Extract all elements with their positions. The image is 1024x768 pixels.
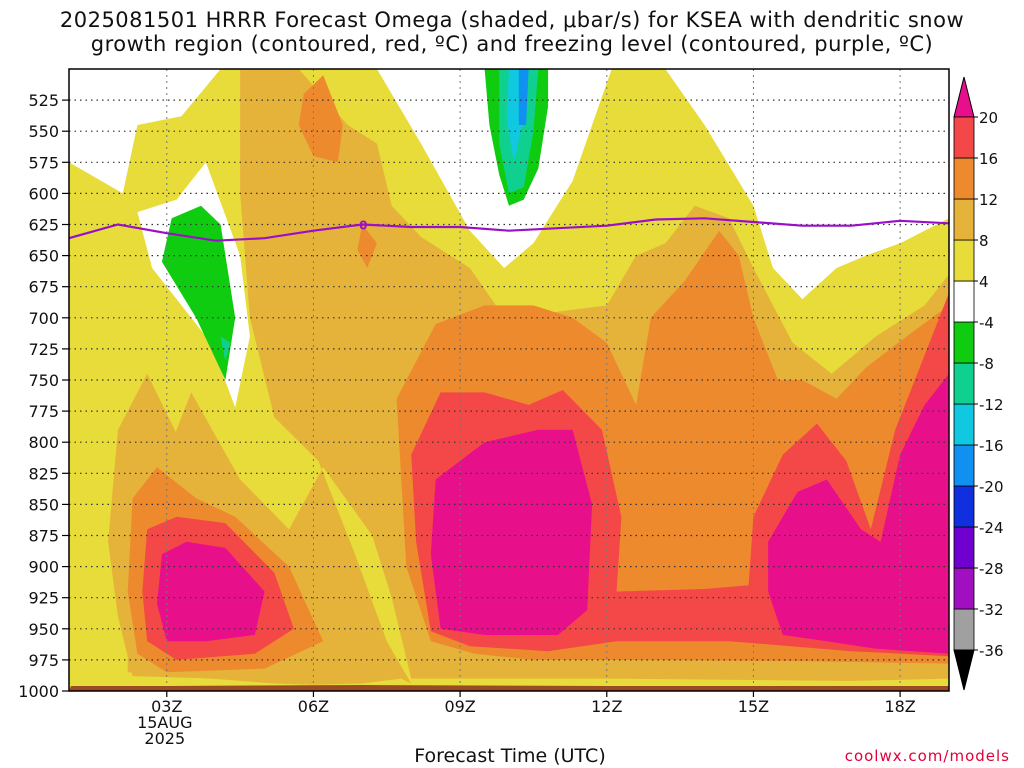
y-tick-label: 525 <box>28 91 59 110</box>
y-tick-label: 825 <box>28 464 59 483</box>
colorbar-tick-label: -36 <box>979 642 1004 660</box>
y-tick-label: 725 <box>28 340 59 359</box>
colorbar-tick-label: 12 <box>979 191 998 209</box>
y-tick-label: 925 <box>28 589 59 608</box>
grid-lines <box>69 69 949 691</box>
y-tick-label: 700 <box>28 309 59 328</box>
omega-region-5 <box>768 373 949 654</box>
x-tick-sublabel: 15AUG <box>137 713 192 732</box>
y-tick-label: 800 <box>28 433 59 452</box>
omega-region-13 <box>161 205 236 380</box>
chart-title: 2025081501 HRRR Forecast Omega (shaded, … <box>0 8 1024 56</box>
y-tick-label: 975 <box>28 651 59 670</box>
omega-region-4 <box>430 429 593 635</box>
colorbar-band <box>953 362 975 405</box>
credit-link[interactable]: coolwx.com/models <box>844 747 1010 765</box>
x-tick-sublabel: 2025 <box>144 729 185 748</box>
colorbar-band <box>953 485 975 528</box>
y-tick-label: 1000 <box>18 682 59 701</box>
terrain <box>69 685 949 691</box>
y-tick-label: 575 <box>28 153 59 172</box>
colorbar-tick-label: 20 <box>979 109 998 127</box>
colorbar: -36 -32 -28 -24 -20 -16 -12 -8 -4 4 8 12 16 20 <box>953 76 1004 691</box>
colorbar-band <box>953 157 975 200</box>
colorbar-tick-label: -32 <box>979 601 1004 619</box>
colorbar-band <box>953 403 975 446</box>
y-tick-label: 750 <box>28 371 59 390</box>
omega-region-11 <box>357 224 377 268</box>
y-tick-label: 650 <box>28 247 59 266</box>
colorbar-band <box>953 239 975 282</box>
x-tick-label: 12Z <box>591 697 622 716</box>
x-tick-label: 09Z <box>444 697 475 716</box>
y-tick-label: 850 <box>28 495 59 514</box>
colorbar-tick-label: 4 <box>979 273 989 291</box>
colorbar-tick-label: -28 <box>979 560 1004 578</box>
terrain-layer <box>69 685 949 691</box>
freezing-level-line <box>69 217 949 242</box>
y-tick-label: 900 <box>28 558 59 577</box>
colorbar-tick-label: -20 <box>979 478 1004 496</box>
y-tick-label: 950 <box>28 620 59 639</box>
colorbar-tick-label: -16 <box>979 437 1004 455</box>
colorbar-over-triangle <box>953 76 975 118</box>
freezing-level-label: 0 <box>359 219 367 233</box>
y-tick-label: 625 <box>28 216 59 235</box>
colorbar-band <box>953 116 975 159</box>
y-tick-label: 675 <box>28 278 59 297</box>
x-tick-label: 15Z <box>738 697 769 716</box>
colorbar-band <box>953 444 975 487</box>
colorbar-tick-label: 16 <box>979 150 998 168</box>
colorbar-tick-label: -12 <box>979 396 1004 414</box>
chart-title-line1: 2025081501 HRRR Forecast Omega (shaded, … <box>59 8 965 32</box>
x-tick-label: 06Z <box>298 697 329 716</box>
omega-region-10 <box>298 75 343 163</box>
y-tick-label: 775 <box>28 402 59 421</box>
y-tick-label: 600 <box>28 184 59 203</box>
colorbar-band <box>953 280 975 323</box>
colorbar-band <box>953 526 975 569</box>
y-axis: 525 550 575 600 625 650 675 700 725 750 775 800 825 8… <box>18 91 69 701</box>
omega-region-19 <box>518 69 529 125</box>
y-tick-label: 875 <box>28 527 59 546</box>
chart-title-line2: growth region (contoured, red, ºC) and f… <box>90 32 934 56</box>
colorbar-tick-label: -4 <box>979 314 994 332</box>
omega-region-9 <box>157 541 265 642</box>
colorbar-under-triangle <box>953 649 975 691</box>
colorbar-tick-label: 8 <box>979 232 989 250</box>
x-axis-label: Forecast Time (UTC) <box>414 745 606 767</box>
x-tick-label: 03Z <box>151 697 182 716</box>
colorbar-band <box>953 608 975 651</box>
y-tick-label: 550 <box>28 122 59 141</box>
x-tick-label: 18Z <box>884 697 915 716</box>
colorbar-band <box>953 567 975 610</box>
colorbar-tick-label: -24 <box>979 519 1004 537</box>
freezing-level-layer: 0 <box>69 217 949 242</box>
colorbar-band <box>953 198 975 241</box>
colorbar-band <box>953 321 975 364</box>
omega-region-14 <box>220 336 231 362</box>
colorbar-tick-label: -8 <box>979 355 994 373</box>
